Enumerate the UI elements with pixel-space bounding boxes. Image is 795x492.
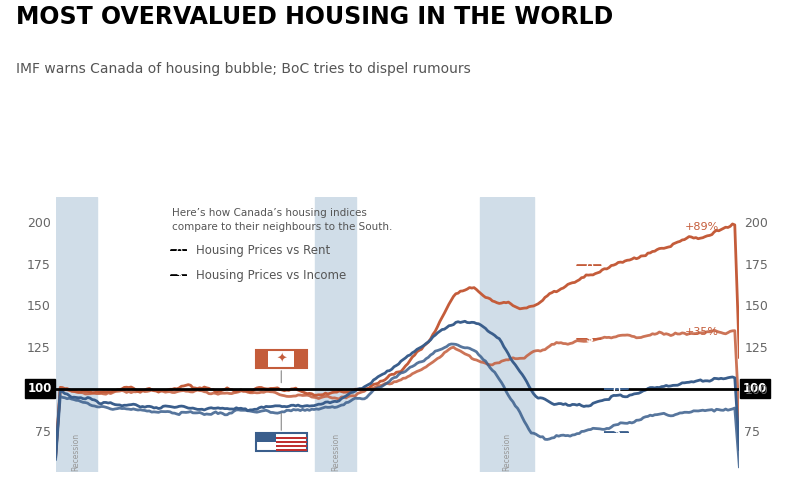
FancyBboxPatch shape <box>276 445 307 447</box>
FancyBboxPatch shape <box>276 441 307 443</box>
Text: 100: 100 <box>28 382 52 396</box>
FancyBboxPatch shape <box>294 350 307 368</box>
Text: $: $ <box>176 270 182 280</box>
FancyBboxPatch shape <box>256 433 276 442</box>
FancyBboxPatch shape <box>256 350 269 368</box>
Text: +89%: +89% <box>684 222 719 232</box>
Bar <box>479 197 534 472</box>
FancyBboxPatch shape <box>256 350 307 368</box>
FancyBboxPatch shape <box>276 437 307 439</box>
Text: Housing Prices vs Rent: Housing Prices vs Rent <box>196 244 330 257</box>
Text: +35%: +35% <box>684 327 719 337</box>
Text: Housing Prices vs Income: Housing Prices vs Income <box>196 269 346 282</box>
Text: ⌂: ⌂ <box>612 384 620 394</box>
Text: ⌂: ⌂ <box>175 245 182 255</box>
Bar <box>316 197 356 472</box>
Text: Recession: Recession <box>72 432 80 471</box>
FancyBboxPatch shape <box>276 449 307 452</box>
Text: 100: 100 <box>743 382 767 396</box>
Text: ⌂: ⌂ <box>585 260 593 270</box>
Text: Here’s how Canada’s housing indices
compare to their neighbours to the South.: Here’s how Canada’s housing indices comp… <box>172 209 392 232</box>
Text: MOST OVERVALUED HOUSING IN THE WORLD: MOST OVERVALUED HOUSING IN THE WORLD <box>16 5 613 29</box>
Text: $: $ <box>612 427 620 437</box>
Text: IMF warns Canada of housing bubble; BoC tries to dispel rumours: IMF warns Canada of housing bubble; BoC … <box>16 62 471 75</box>
Text: Recession: Recession <box>502 432 511 471</box>
Text: Recession: Recession <box>332 432 340 471</box>
FancyBboxPatch shape <box>256 433 307 452</box>
Text: ✦: ✦ <box>276 352 286 365</box>
Bar <box>56 197 97 472</box>
Text: $: $ <box>585 334 593 344</box>
